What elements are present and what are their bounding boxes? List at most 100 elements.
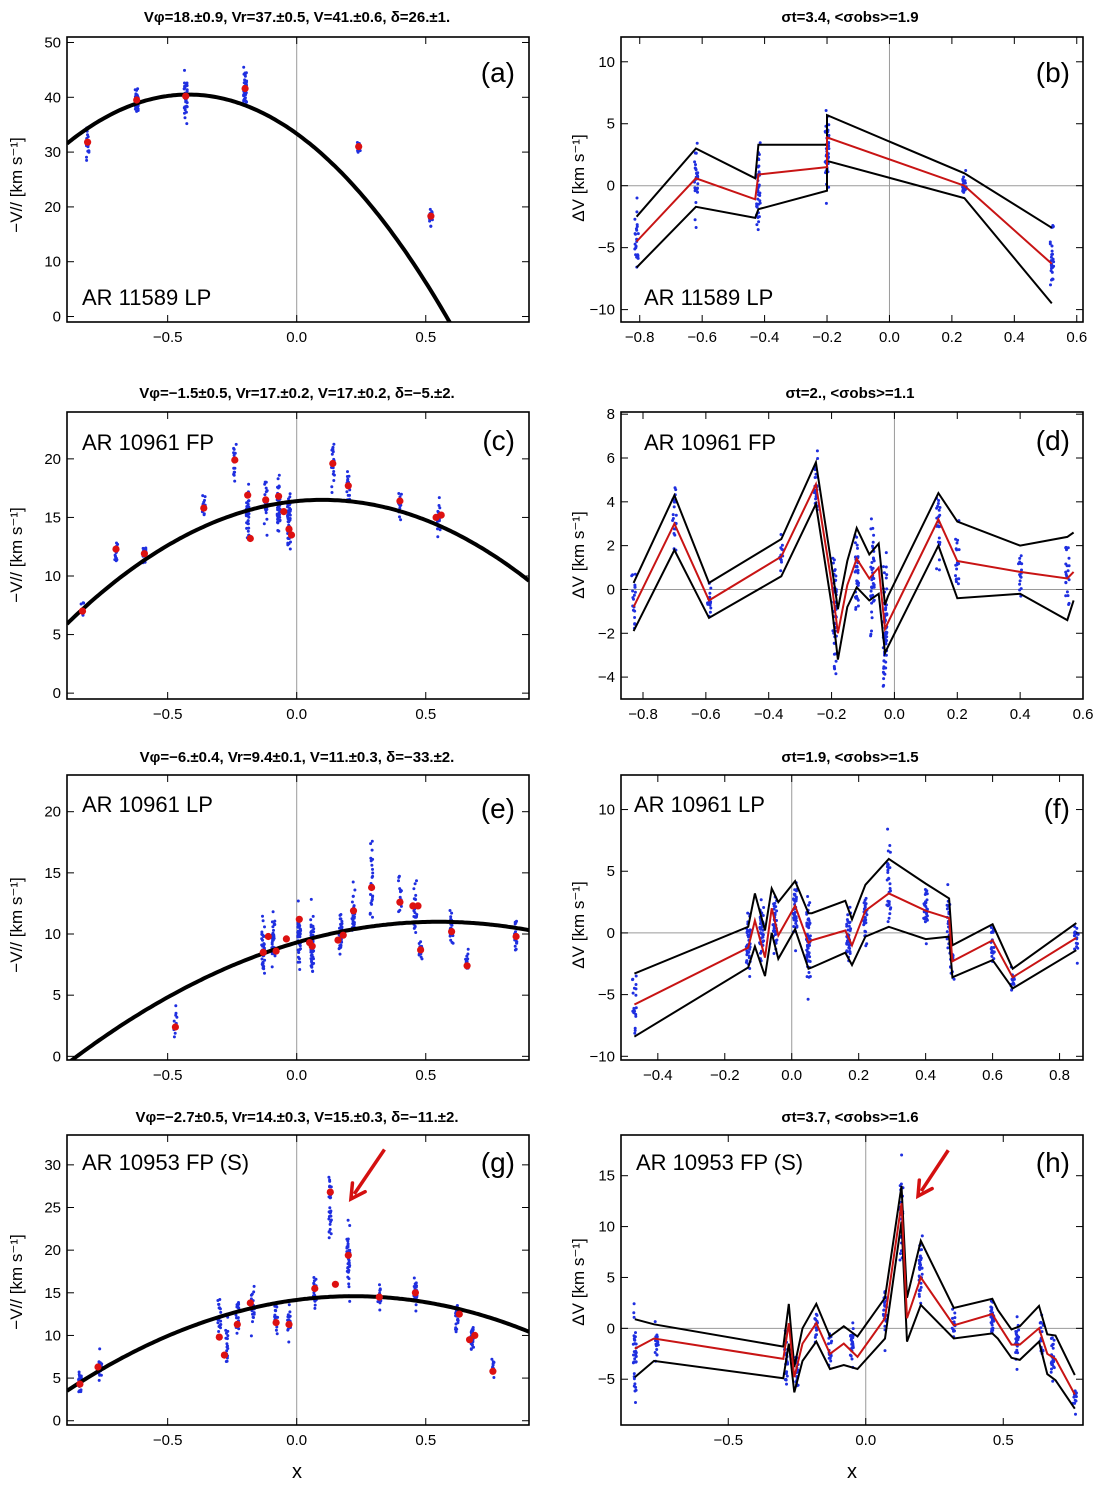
data-point — [1052, 260, 1056, 264]
data-point — [883, 1303, 887, 1307]
data-point — [276, 521, 280, 525]
bin-mean-point — [326, 1188, 334, 1196]
data-point — [265, 533, 269, 537]
data-point — [275, 1332, 279, 1336]
data-point — [1051, 1343, 1055, 1346]
data-point — [456, 1318, 459, 1322]
data-point — [694, 201, 698, 204]
bin-mean-point — [244, 491, 252, 499]
plot-content — [67, 442, 529, 626]
data-point — [1049, 269, 1053, 273]
data-point — [412, 915, 416, 918]
data-point — [635, 225, 639, 228]
data-point — [832, 652, 836, 656]
data-point — [331, 447, 335, 450]
y-tick-label: 10 — [44, 254, 61, 271]
data-point — [887, 876, 891, 880]
data-point — [883, 666, 887, 670]
data-point — [856, 568, 860, 572]
data-point — [827, 147, 831, 151]
data-point — [135, 88, 139, 92]
bin-mean-point — [78, 607, 87, 615]
data-point — [313, 1306, 317, 1310]
data-point — [184, 105, 188, 109]
x-tick-label: −0.5 — [153, 706, 183, 723]
x-tick-label: −0.4 — [754, 706, 784, 723]
data-point — [756, 228, 760, 232]
y-tick-label: 20 — [44, 451, 61, 468]
data-point — [755, 223, 759, 227]
data-point — [370, 839, 374, 843]
y-tick-label: 15 — [44, 865, 61, 882]
bin-mean-point — [375, 1293, 383, 1301]
data-point — [925, 917, 929, 921]
data-point — [218, 1306, 221, 1310]
data-point — [264, 480, 268, 484]
data-point — [871, 544, 874, 548]
y-tick-label: 25 — [44, 1200, 61, 1217]
data-point — [848, 950, 851, 953]
data-point — [261, 919, 265, 923]
data-point — [263, 493, 267, 497]
data-point — [225, 1337, 229, 1341]
data-point — [693, 160, 697, 164]
data-point — [276, 518, 280, 521]
data-point — [413, 882, 417, 886]
data-point — [808, 934, 812, 938]
data-point — [923, 920, 927, 924]
data-point — [672, 500, 676, 504]
data-point — [299, 947, 302, 951]
data-point — [900, 1153, 904, 1157]
data-point — [450, 911, 454, 915]
data-point — [398, 895, 402, 899]
data-point — [709, 586, 713, 590]
data-point — [329, 1218, 333, 1222]
x-tick-label: 0.4 — [915, 1067, 936, 1084]
data-point — [1067, 601, 1071, 605]
lower-envelope-line — [635, 159, 1053, 305]
data-point — [815, 1313, 819, 1317]
data-point — [219, 1319, 223, 1323]
y-tick-label: 50 — [44, 34, 61, 51]
data-point — [785, 1374, 789, 1378]
data-point — [848, 905, 852, 909]
bin-mean-point — [329, 459, 337, 468]
data-point — [1066, 546, 1070, 550]
model-line — [633, 892, 1077, 1006]
panel-letter: (f) — [1044, 793, 1070, 824]
y-tick-label: 5 — [53, 1370, 61, 1387]
data-point — [937, 536, 941, 540]
data-point — [413, 897, 417, 901]
data-point — [378, 1287, 382, 1291]
bin-mean-point — [427, 212, 435, 220]
data-point — [633, 1026, 637, 1030]
data-point — [464, 957, 468, 961]
data-point — [851, 1336, 855, 1340]
y-tick-label: 0 — [53, 1413, 61, 1430]
data-point — [78, 1389, 82, 1393]
panel-title: σt=1.9, <σobs>=1.5 — [781, 749, 918, 766]
data-point — [1020, 562, 1024, 566]
data-point — [848, 929, 852, 933]
bin-mean-point — [311, 1284, 319, 1293]
data-point — [202, 500, 206, 504]
data-point — [264, 511, 268, 515]
data-point — [273, 1315, 277, 1319]
data-point — [633, 585, 637, 589]
data-point — [757, 170, 761, 174]
data-point — [631, 589, 635, 593]
data-point — [674, 513, 678, 517]
data-point — [805, 923, 809, 927]
data-point — [1017, 1328, 1021, 1332]
data-point — [296, 899, 300, 903]
data-point — [884, 653, 888, 657]
plot-area: −0.5 0.0 0.5 −5 0 5 10 15 — [598, 1134, 1084, 1449]
data-point — [636, 253, 640, 257]
bin-mean-point — [344, 1251, 352, 1259]
data-point — [633, 572, 637, 576]
data-point — [184, 110, 188, 114]
x-tick-label: 0.5 — [415, 706, 436, 723]
data-point — [882, 677, 886, 681]
data-point — [807, 903, 811, 907]
data-point — [653, 1320, 657, 1324]
